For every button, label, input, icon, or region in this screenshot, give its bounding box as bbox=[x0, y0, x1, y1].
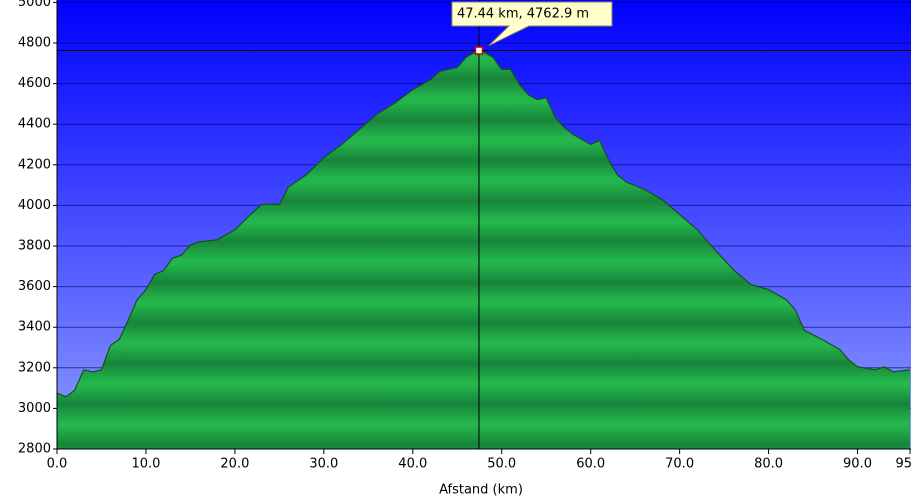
x-tick-label: 10.0 bbox=[131, 457, 160, 472]
y-tick-label: 4400 bbox=[18, 117, 51, 132]
x-tick-label: 0.0 bbox=[47, 457, 68, 472]
y-tick-label: 3000 bbox=[18, 401, 51, 416]
x-axis-label: Afstand (km) bbox=[439, 483, 523, 498]
x-tick-label: 50.0 bbox=[487, 457, 516, 472]
x-tick-label: 80.0 bbox=[754, 457, 783, 472]
y-tick-label: 3200 bbox=[18, 360, 51, 375]
x-tick-label: 30.0 bbox=[309, 457, 338, 472]
y-tick-label: 4800 bbox=[18, 36, 51, 51]
tooltip-text: 47.44 km, 4762.9 m bbox=[457, 7, 589, 22]
y-tick-label: 4200 bbox=[18, 157, 51, 172]
x-tick-label: 90.0 bbox=[843, 457, 872, 472]
y-tick-label: 3400 bbox=[18, 320, 51, 335]
tooltip-box bbox=[451, 1, 613, 46]
crosshair-marker bbox=[474, 46, 484, 55]
x-tick-label: 70.0 bbox=[665, 457, 694, 472]
x-tick-label: 95.9 bbox=[896, 457, 911, 472]
y-tick-label: 3800 bbox=[18, 239, 51, 254]
y-tick-label: 4600 bbox=[18, 76, 51, 91]
y-tick-label: 5000 bbox=[18, 0, 51, 10]
x-tick-label: 20.0 bbox=[220, 457, 249, 472]
x-tick-label: 40.0 bbox=[398, 457, 427, 472]
area-fill bbox=[57, 50, 910, 449]
y-tick-label: 4000 bbox=[18, 198, 51, 213]
x-tick-label: 60.0 bbox=[576, 457, 605, 472]
y-tick-label: 2800 bbox=[18, 442, 51, 457]
y-tick-label: 3600 bbox=[18, 279, 51, 294]
